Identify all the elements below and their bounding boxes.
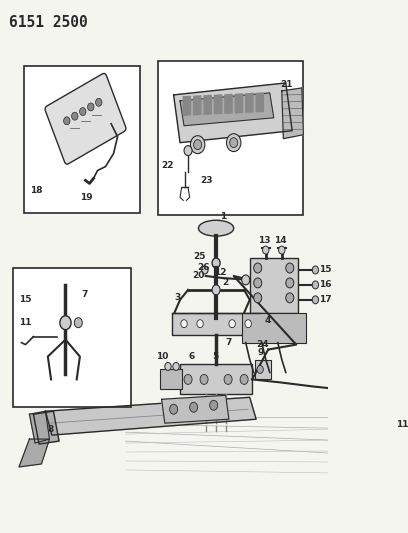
Circle shape xyxy=(191,136,205,154)
Ellipse shape xyxy=(198,220,234,236)
Circle shape xyxy=(165,362,171,370)
Circle shape xyxy=(286,278,294,288)
Circle shape xyxy=(224,375,232,384)
Polygon shape xyxy=(45,397,256,435)
Polygon shape xyxy=(33,411,59,444)
Circle shape xyxy=(242,275,250,285)
Circle shape xyxy=(197,320,203,328)
Text: 26: 26 xyxy=(197,263,209,272)
Text: 15: 15 xyxy=(319,265,332,274)
Circle shape xyxy=(184,375,192,384)
Text: 9: 9 xyxy=(258,348,264,357)
Circle shape xyxy=(64,117,70,125)
Bar xyxy=(250,258,298,313)
Text: 23: 23 xyxy=(200,176,213,185)
Circle shape xyxy=(173,362,179,370)
Text: 17: 17 xyxy=(319,295,332,304)
Circle shape xyxy=(200,375,208,384)
Polygon shape xyxy=(19,439,49,467)
Circle shape xyxy=(312,296,319,304)
Circle shape xyxy=(286,263,294,273)
Text: 7: 7 xyxy=(82,290,88,300)
Text: 16: 16 xyxy=(319,280,332,289)
Bar xyxy=(158,61,303,215)
Polygon shape xyxy=(235,94,242,113)
Circle shape xyxy=(202,266,208,274)
Text: 25: 25 xyxy=(194,252,206,261)
Circle shape xyxy=(286,293,294,303)
Text: 22: 22 xyxy=(162,161,174,170)
Polygon shape xyxy=(29,411,49,443)
Polygon shape xyxy=(174,83,292,143)
Circle shape xyxy=(184,146,192,156)
FancyBboxPatch shape xyxy=(45,74,126,164)
Text: 4: 4 xyxy=(264,316,271,325)
Text: 1: 1 xyxy=(220,212,226,221)
Circle shape xyxy=(210,400,218,410)
Text: 15: 15 xyxy=(19,295,31,304)
Text: 12: 12 xyxy=(214,269,226,278)
Circle shape xyxy=(80,108,86,116)
Text: 6151 2500: 6151 2500 xyxy=(9,15,88,30)
Circle shape xyxy=(60,316,71,330)
Text: 21: 21 xyxy=(280,80,293,90)
Circle shape xyxy=(245,320,251,328)
Circle shape xyxy=(170,404,177,414)
Circle shape xyxy=(88,103,94,111)
Circle shape xyxy=(312,281,319,289)
Polygon shape xyxy=(246,93,253,112)
Circle shape xyxy=(312,266,319,274)
Polygon shape xyxy=(282,88,304,139)
Bar xyxy=(180,365,252,394)
Bar xyxy=(160,369,182,389)
Polygon shape xyxy=(162,395,229,423)
Bar xyxy=(172,313,260,335)
Circle shape xyxy=(279,246,285,254)
Circle shape xyxy=(240,375,248,384)
Text: 7: 7 xyxy=(226,338,232,347)
Text: 2: 2 xyxy=(222,278,229,287)
Text: 11: 11 xyxy=(396,419,408,429)
Circle shape xyxy=(74,318,82,328)
Polygon shape xyxy=(194,96,201,115)
Circle shape xyxy=(212,285,220,295)
Text: 3: 3 xyxy=(175,293,181,302)
Circle shape xyxy=(194,140,202,150)
Text: 18: 18 xyxy=(30,186,43,195)
Circle shape xyxy=(181,320,187,328)
Circle shape xyxy=(254,263,262,273)
Circle shape xyxy=(230,138,238,148)
Text: 10: 10 xyxy=(156,352,169,361)
Text: 19: 19 xyxy=(80,193,93,202)
Circle shape xyxy=(229,320,235,328)
Circle shape xyxy=(226,134,241,151)
Polygon shape xyxy=(180,93,274,126)
Polygon shape xyxy=(215,95,222,114)
Bar xyxy=(242,313,306,343)
Polygon shape xyxy=(183,96,191,115)
Polygon shape xyxy=(204,95,211,114)
Circle shape xyxy=(254,293,262,303)
Circle shape xyxy=(257,366,263,374)
Bar xyxy=(24,66,140,213)
Text: 14: 14 xyxy=(274,236,286,245)
Text: 6: 6 xyxy=(188,352,194,361)
Bar xyxy=(13,268,131,407)
Circle shape xyxy=(95,98,102,106)
Circle shape xyxy=(190,402,197,412)
Polygon shape xyxy=(256,93,263,112)
Text: 20: 20 xyxy=(192,271,204,280)
Text: 11: 11 xyxy=(19,318,31,327)
Circle shape xyxy=(212,258,220,268)
Polygon shape xyxy=(225,94,232,114)
Circle shape xyxy=(254,278,262,288)
Circle shape xyxy=(262,246,269,254)
Circle shape xyxy=(72,112,78,120)
Text: 5: 5 xyxy=(212,352,218,361)
Text: 8: 8 xyxy=(48,425,54,434)
Text: 13: 13 xyxy=(258,236,270,245)
Text: 24: 24 xyxy=(256,340,269,349)
Bar xyxy=(255,360,271,379)
